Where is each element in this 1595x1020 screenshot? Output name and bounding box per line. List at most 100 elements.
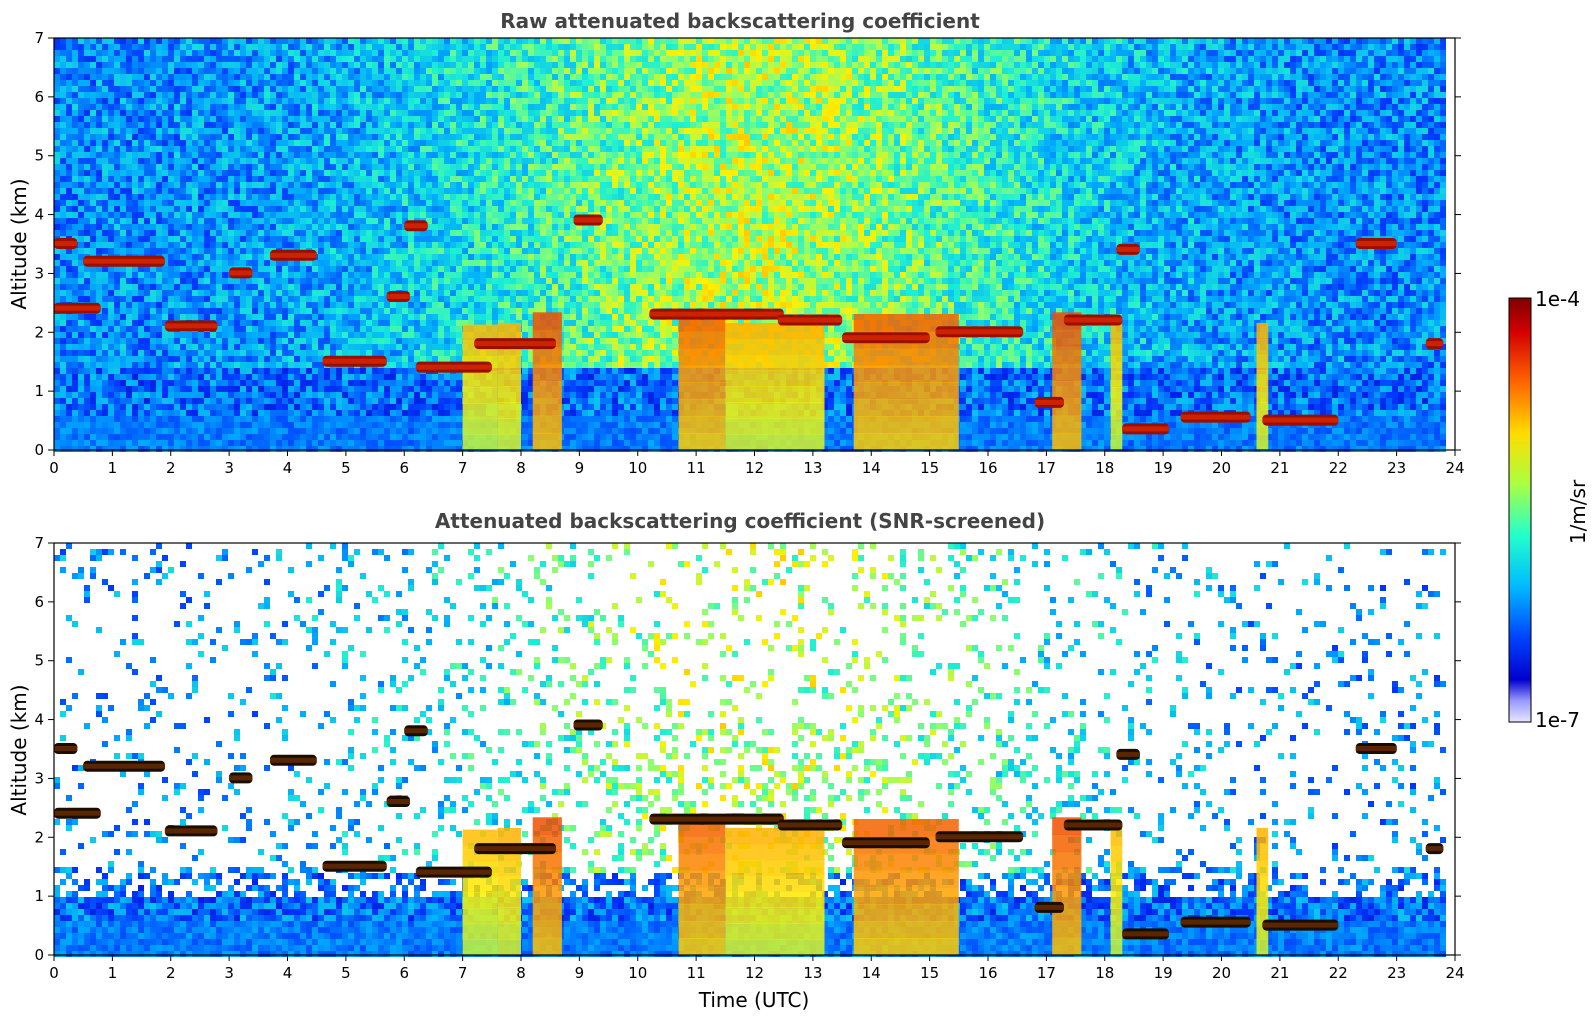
- noise-cell: [78, 116, 84, 122]
- noise-cell: [192, 404, 198, 410]
- noise-cell: [324, 302, 330, 308]
- noise-cell: [270, 428, 276, 434]
- noise-cell: [438, 422, 444, 428]
- noise-cell: [66, 374, 72, 380]
- noise-cell: [156, 386, 162, 392]
- noise-cell: [306, 194, 312, 200]
- noise-cell: [402, 440, 408, 446]
- noise-cell: [174, 218, 180, 224]
- noise-cell: [246, 410, 252, 416]
- noise-cell: [402, 242, 408, 248]
- noise-cell: [480, 302, 486, 308]
- noise-cell: [300, 440, 306, 446]
- noise-cell: [312, 176, 318, 182]
- noise-cell: [366, 284, 372, 290]
- noise-cell: [480, 212, 486, 218]
- noise-cell: [330, 344, 336, 350]
- noise-cell: [414, 242, 420, 248]
- noise-cell: [390, 56, 396, 62]
- noise-cell: [192, 188, 198, 194]
- noise-cell: [150, 404, 156, 410]
- noise-cell: [264, 434, 270, 440]
- noise-cell: [462, 254, 468, 260]
- noise-cell: [132, 182, 138, 188]
- noise-cell: [420, 200, 426, 206]
- noise-cell: [150, 182, 156, 188]
- noise-cell: [258, 38, 264, 44]
- noise-cell: [450, 44, 456, 50]
- noise-cell: [336, 320, 342, 326]
- noise-cell: [390, 212, 396, 218]
- noise-cell: [168, 62, 174, 68]
- noise-cell: [342, 206, 348, 212]
- noise-cell: [84, 212, 90, 218]
- noise-cell: [474, 224, 480, 230]
- noise-cell: [102, 278, 108, 284]
- noise-cell: [234, 428, 240, 434]
- noise-cell: [342, 62, 348, 68]
- noise-cell: [144, 38, 150, 44]
- noise-cell: [330, 140, 336, 146]
- noise-cell: [126, 152, 132, 158]
- noise-cell: [228, 254, 234, 260]
- noise-cell: [240, 188, 246, 194]
- noise-cell: [204, 146, 210, 152]
- noise-cell: [72, 446, 78, 452]
- noise-cell: [486, 170, 492, 176]
- noise-cell: [366, 212, 372, 218]
- noise-cell: [114, 422, 120, 428]
- noise-cell: [162, 170, 168, 176]
- noise-cell: [78, 158, 84, 164]
- noise-cell: [204, 104, 210, 110]
- noise-cell: [246, 380, 252, 386]
- noise-cell: [66, 86, 72, 92]
- noise-cell: [120, 278, 126, 284]
- noise-cell: [198, 428, 204, 434]
- noise-cell: [144, 50, 150, 56]
- noise-cell: [390, 128, 396, 134]
- noise-cell: [432, 146, 438, 152]
- noise-cell: [294, 314, 300, 320]
- noise-cell: [258, 302, 264, 308]
- noise-cell: [210, 128, 216, 134]
- noise-cell: [240, 176, 246, 182]
- noise-cell: [390, 140, 396, 146]
- noise-cell: [240, 122, 246, 128]
- noise-cell: [264, 182, 270, 188]
- noise-cell: [288, 332, 294, 338]
- noise-cell: [114, 308, 120, 314]
- noise-cell: [258, 410, 264, 416]
- noise-cell: [360, 110, 366, 116]
- noise-cell: [144, 242, 150, 248]
- noise-cell: [414, 92, 420, 98]
- noise-cell: [144, 392, 150, 398]
- noise-cell: [150, 440, 156, 446]
- noise-cell: [354, 212, 360, 218]
- noise-cell: [180, 350, 186, 356]
- noise-cell: [264, 362, 270, 368]
- noise-cell: [402, 314, 408, 320]
- noise-cell: [114, 80, 120, 86]
- noise-cell: [150, 98, 156, 104]
- noise-cell: [168, 50, 174, 56]
- noise-cell: [72, 188, 78, 194]
- noise-cell: [288, 122, 294, 128]
- noise-cell: [186, 296, 192, 302]
- noise-cell: [120, 356, 126, 362]
- noise-cell: [240, 338, 246, 344]
- noise-cell: [102, 104, 108, 110]
- noise-cell: [54, 374, 60, 380]
- noise-cell: [282, 362, 288, 368]
- noise-cell: [282, 56, 288, 62]
- noise-cell: [126, 428, 132, 434]
- noise-cell: [228, 338, 234, 344]
- noise-cell: [198, 212, 204, 218]
- noise-cell: [390, 302, 396, 308]
- noise-cell: [486, 104, 492, 110]
- noise-cell: [282, 344, 288, 350]
- noise-cell: [312, 200, 318, 206]
- noise-cell: [204, 50, 210, 56]
- noise-cell: [90, 392, 96, 398]
- noise-cell: [438, 230, 444, 236]
- noise-cell: [96, 398, 102, 404]
